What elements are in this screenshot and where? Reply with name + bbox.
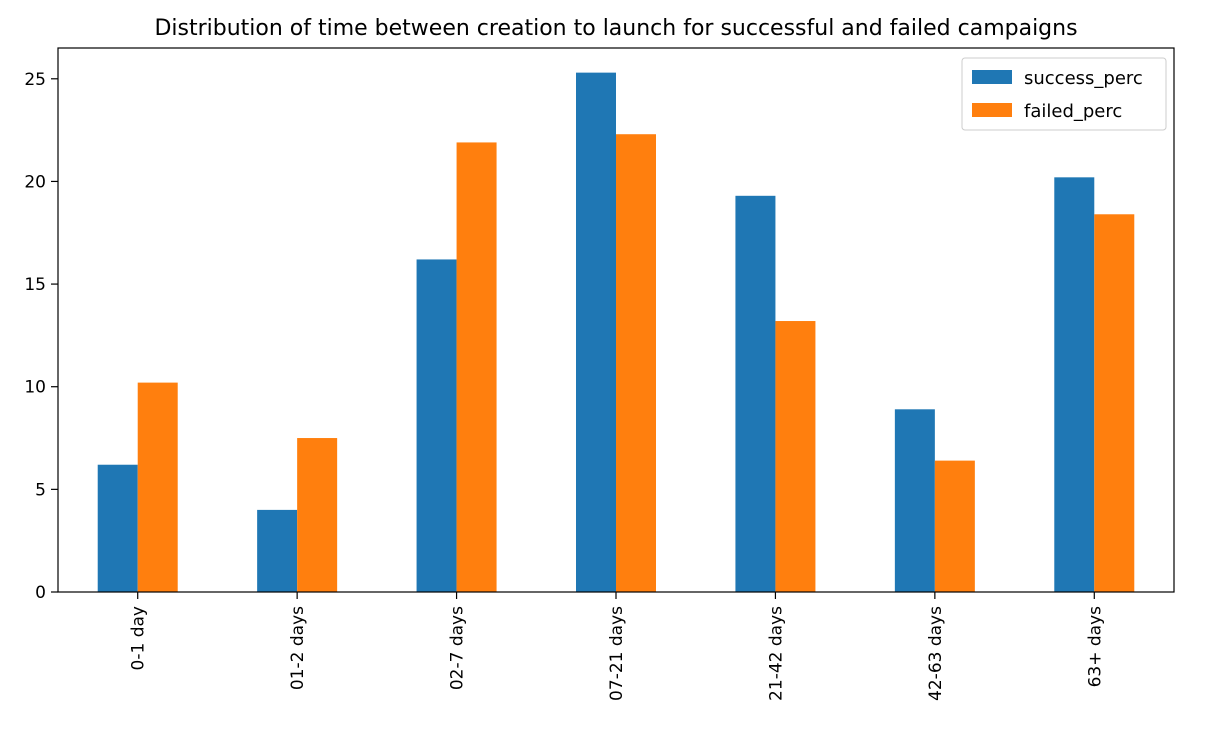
bar-success_perc-5 <box>894 409 935 592</box>
legend-swatch-success_perc <box>972 70 1012 84</box>
x-tick-label: 0-1 day <box>129 606 149 670</box>
bar-success_perc-4 <box>735 195 776 592</box>
bars-group <box>97 72 1135 593</box>
y-tick-label: 20 <box>24 172 46 192</box>
y-tick-label: 0 <box>35 583 46 603</box>
y-tick-label: 25 <box>24 70 46 90</box>
x-tick-label: 21-42 days <box>766 606 786 701</box>
plot-frame <box>57 47 1175 593</box>
legend-box <box>961 57 1167 131</box>
y-axis: 0 5 10 15 20 25 <box>24 70 58 603</box>
bar-success_perc-1 <box>257 509 298 592</box>
x-tick-label: 42-63 days <box>926 606 946 701</box>
y-tick-label: 5 <box>35 480 46 500</box>
y-tick-label: 10 <box>24 378 46 398</box>
legend-label-failed_perc: failed_perc <box>1024 101 1122 122</box>
legend-swatch-failed_perc <box>972 103 1012 117</box>
legend-label-success_perc: success_perc <box>1024 68 1143 89</box>
x-tick-label: 01-2 days <box>288 606 308 690</box>
bar-success_perc-3 <box>576 72 616 592</box>
bar-success_perc-2 <box>416 259 457 592</box>
legend: success_perc failed_perc <box>961 57 1167 131</box>
bar-failed_perc-0 <box>137 382 178 592</box>
x-axis: 0-1 day 01-2 days 02-7 days 07-21 days 21-42… <box>129 592 1105 701</box>
chart-title: Distribution of time between creation to… <box>154 16 1077 41</box>
bar-failed_perc-4 <box>775 321 816 592</box>
bar-success_perc-0 <box>97 464 138 592</box>
x-tick-label: 07-21 days <box>607 606 627 701</box>
x-tick-label: 02-7 days <box>448 606 468 690</box>
bar-success_perc-6 <box>1054 177 1095 592</box>
bar-failed_perc-1 <box>297 438 338 592</box>
bar-failed_perc-3 <box>616 134 656 592</box>
y-tick-label: 15 <box>24 275 46 295</box>
x-tick-label: 63+ days <box>1085 606 1105 688</box>
bar-failed_perc-6 <box>1094 214 1135 593</box>
bar-failed_perc-2 <box>456 142 497 593</box>
bar-failed_perc-5 <box>934 460 975 592</box>
